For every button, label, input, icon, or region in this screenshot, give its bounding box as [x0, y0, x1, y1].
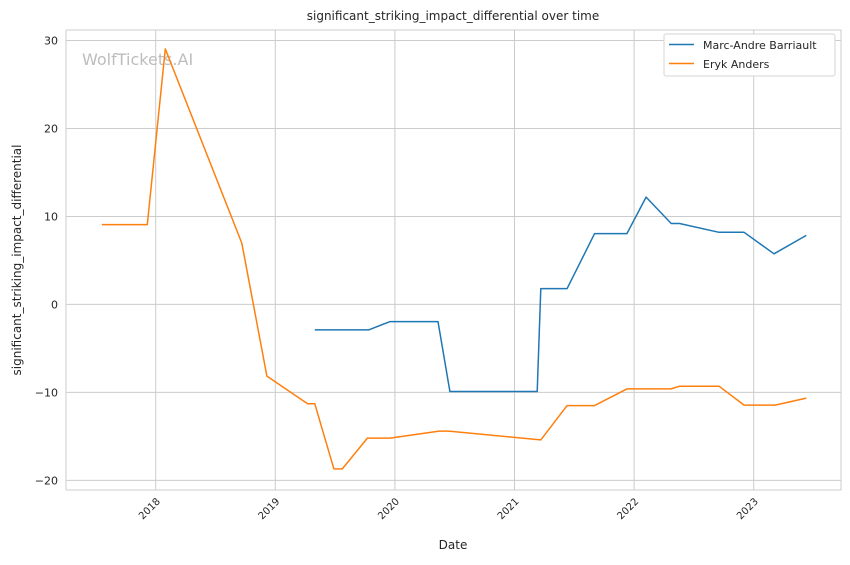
y-axis-label: significant_striking_impact_differential: [10, 145, 24, 376]
x-tick-label: 2020: [376, 496, 402, 522]
y-tick-label: 20: [44, 123, 58, 136]
legend-label-marc-andre-barriault: Marc-Andre Barriault: [703, 39, 817, 52]
x-tick-label: 2018: [137, 496, 163, 522]
x-tick-label: 2023: [735, 496, 761, 522]
x-tick-label: 2021: [496, 496, 522, 522]
legend: Marc-Andre Barriault Eryk Anders: [664, 34, 835, 76]
y-tick-label: −10: [35, 386, 58, 399]
chart-title: significant_striking_impact_differential…: [307, 9, 599, 23]
x-tick-label: 2022: [615, 496, 641, 522]
legend-label-eryk-anders: Eryk Anders: [703, 58, 770, 71]
y-tick-label: 0: [51, 298, 58, 311]
x-tick-label: 2019: [257, 496, 283, 522]
plot-area: [66, 30, 841, 490]
y-tick-label: 30: [44, 35, 58, 48]
watermark: WolfTickets.AI: [82, 50, 193, 69]
y-tick-label: 10: [44, 210, 58, 223]
y-tick-label: −20: [35, 474, 58, 487]
x-axis-label: Date: [439, 538, 468, 552]
